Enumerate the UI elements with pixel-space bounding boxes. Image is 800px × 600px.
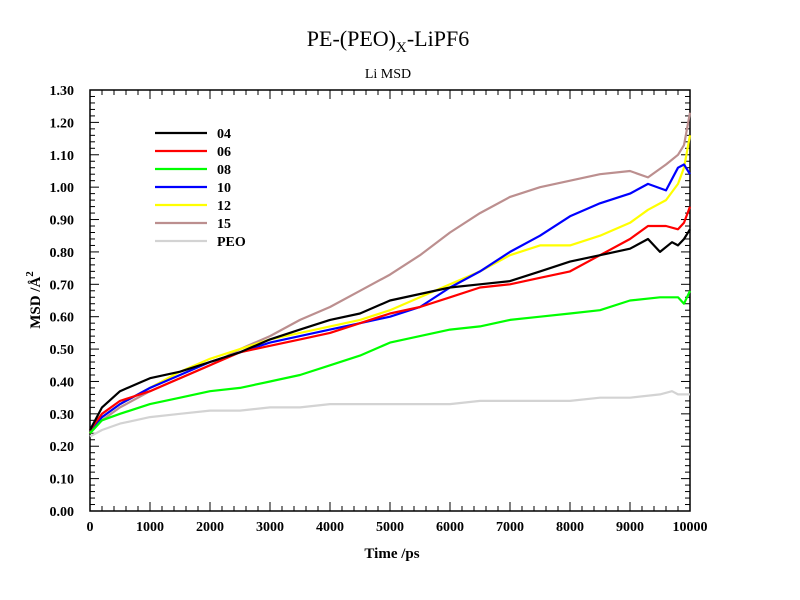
chart-title-tail: -LiPF6 — [407, 26, 469, 51]
y-tick-label: 1.30 — [50, 84, 75, 99]
legend: 04 06 08 10 12 15 PEO — [155, 127, 246, 250]
y-tick-label: 0.90 — [50, 214, 75, 229]
y-tick-label: 1.20 — [50, 116, 75, 131]
y-tick-label: 0.60 — [50, 311, 75, 326]
y-axis-title-sup: 2 — [24, 271, 36, 277]
chart-title-subscript: X — [396, 40, 407, 56]
series-lines — [89, 112, 692, 438]
y-tick-label: 1.00 — [50, 181, 75, 196]
legend-label-12: 12 — [217, 199, 231, 214]
y-tick-label: 0.70 — [50, 278, 75, 293]
x-tick-label: 8000 — [556, 520, 584, 535]
chart-title: PE-(PEO)X-LiPF6 — [307, 26, 469, 56]
y-tick-label: 0.40 — [50, 375, 75, 390]
legend-label-04: 04 — [217, 127, 231, 142]
x-tick-label: 1000 — [136, 520, 164, 535]
legend-label-15: 15 — [217, 217, 231, 232]
series-line-08 — [89, 290, 691, 435]
chart-subtitle: Li MSD — [365, 67, 411, 82]
series-line-peo — [89, 390, 690, 438]
series-line-04 — [89, 228, 691, 431]
x-tick-label: 9000 — [616, 520, 644, 535]
y-tick-labels: 0.00 0.10 0.20 0.30 0.40 0.50 0.60 0.70 0.80 0.90… — [50, 84, 75, 520]
x-tick-label: 2000 — [196, 520, 224, 535]
x-tick-label: 3000 — [256, 520, 284, 535]
x-tick-label: 7000 — [496, 520, 524, 535]
series-line-12 — [89, 135, 692, 434]
x-tick-label: 10000 — [673, 520, 708, 535]
x-axis-title: Time /ps — [364, 546, 419, 562]
y-tick-label: 0.80 — [50, 246, 75, 261]
legend-label-peo: PEO — [217, 235, 246, 250]
x-tick-labels: 0 1000 2000 3000 4000 5000 6000 7000 8000 9000 100… — [87, 520, 708, 535]
x-tick-label: 0 — [87, 520, 94, 535]
legend-label-08: 08 — [217, 163, 231, 178]
y-tick-label: 0.10 — [50, 473, 75, 488]
x-tick-label: 6000 — [436, 520, 464, 535]
y-tick-label: 0.20 — [50, 440, 75, 455]
x-tick-label: 4000 — [316, 520, 344, 535]
y-tick-label: 0.00 — [50, 505, 75, 520]
x-tick-label: 5000 — [376, 520, 404, 535]
y-axis-title: MSD /Å2 — [24, 271, 44, 329]
series-line-15 — [89, 112, 692, 431]
chart-title-main: PE-(PEO) — [307, 26, 396, 51]
y-axis-title-main: MSD /Å — [28, 277, 44, 329]
legend-label-06: 06 — [217, 145, 231, 160]
legend-label-10: 10 — [217, 181, 231, 196]
y-tick-label: 1.10 — [50, 149, 75, 164]
y-tick-label: 0.30 — [50, 408, 75, 423]
series-line-06 — [89, 206, 692, 431]
y-tick-label: 0.50 — [50, 343, 75, 358]
